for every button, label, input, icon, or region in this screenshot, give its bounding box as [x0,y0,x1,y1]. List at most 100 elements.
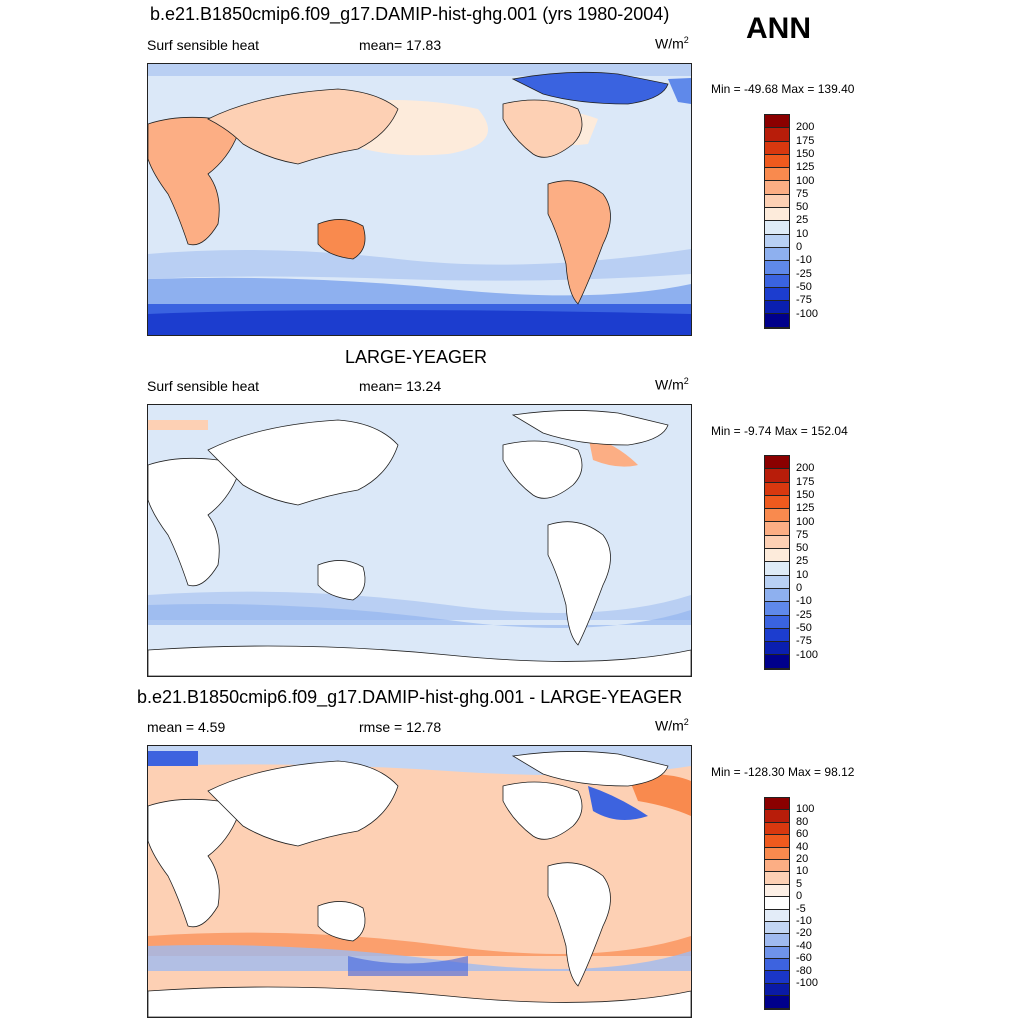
colorbar-tick-label: -50 [796,621,812,634]
panel-3-mean-label: mean = 4.59 [147,719,226,735]
colorbar-tick-label: 5 [796,877,803,890]
colorbar-tick-label: -80 [796,964,812,977]
panel-2-colorbar-swatches [764,455,790,670]
colorbar-swatch [765,909,789,922]
colorbar-swatch [765,835,789,848]
panel-3-title: b.e21.B1850cmip6.f09_g17.DAMIP-hist-ghg.… [137,687,683,707]
colorbar-swatch [765,247,789,262]
colorbar-swatch [765,522,789,536]
panel-3-rmse-label: rmse = 12.78 [359,719,442,735]
colorbar-swatch [765,946,789,960]
colorbar-tick-label: 150 [796,488,815,501]
colorbar-swatch [765,575,789,589]
colorbar-swatch [765,628,789,643]
panel-2-variable-label: Surf sensible heat [147,378,260,394]
colorbar-tick-label: -10 [796,915,812,927]
colorbar-tick-label: -75 [796,635,812,648]
colorbar-swatch [765,971,789,984]
colorbar-swatch [765,983,789,997]
colorbar-swatch [765,549,789,563]
colorbar-tick-label: 175 [796,134,815,147]
colorbar-swatch [765,921,789,935]
panel-1-units: W/m2 [655,35,689,52]
panel-3-colorbar-swatches [764,797,790,1010]
panel-3-minmax: Min = -128.30 Max = 98.12 [711,765,855,779]
colorbar-tick-label: 25 [796,555,809,568]
colorbar-swatch [765,141,789,155]
colorbar-tick-label: -40 [796,939,812,952]
panel-1-variable-label: Surf sensible heat [147,37,260,53]
colorbar-tick-label: 125 [796,161,815,174]
panel-2-minmax: Min = -9.74 Max = 152.04 [711,424,848,438]
colorbar-swatch [765,128,789,142]
colorbar-swatch [765,872,789,885]
colorbar-tick-label: -100 [796,977,819,989]
colorbar-swatch [765,208,789,222]
colorbar-tick-label: 175 [796,475,815,488]
colorbar-swatch [765,602,789,616]
colorbar-swatch [765,847,789,860]
colorbar-swatch [765,154,789,169]
panel-2-title: LARGE-YEAGER [345,347,488,367]
colorbar-tick-label: 100 [796,174,815,187]
colorbar-tick-label: -60 [796,952,812,965]
colorbar-tick-label: -10 [796,254,812,267]
colorbar-tick-label: 150 [796,147,815,160]
colorbar-swatch [765,221,789,235]
colorbar-tick-label: -25 [796,267,812,280]
colorbar-swatch [765,615,789,629]
colorbar-tick-label: 25 [796,214,809,227]
panel-2-mean-label: mean= 13.24 [359,378,442,394]
colorbar-tick-label: -50 [796,280,812,293]
colorbar-swatch [765,810,789,823]
colorbar-swatch [765,168,789,182]
panel-3-units: W/m2 [655,717,689,734]
colorbar-swatch [765,234,789,248]
colorbar-tick-label: 10 [796,568,809,581]
colorbar-tick-label: 0 [796,241,803,253]
panel-1-mean-label: mean= 17.83 [359,37,442,53]
colorbar-tick-label: 60 [796,828,809,841]
colorbar-tick-label: 0 [796,890,803,903]
colorbar-tick-label: 125 [796,502,815,515]
colorbar-swatch [765,482,789,496]
colorbar-swatch [765,194,789,209]
colorbar-swatch [765,469,789,483]
panel-2-map [147,404,692,677]
colorbar-tick-label: -20 [796,927,812,940]
panel-1-title: b.e21.B1850cmip6.f09_g17.DAMIP-hist-ghg.… [150,4,670,24]
colorbar-tick-label: 200 [796,121,815,134]
colorbar-tick-label: 40 [796,840,809,853]
colorbar-tick-label: -75 [796,294,812,307]
colorbar-tick-label: 80 [796,815,809,828]
colorbar-swatch [765,897,789,910]
colorbar-swatch [765,996,789,1009]
colorbar-swatch [765,655,789,669]
colorbar-tick-label: -25 [796,608,812,621]
colorbar-tick-label: 0 [796,582,803,594]
colorbar-swatch [765,274,789,288]
colorbar-tick-label: 10 [796,227,809,240]
colorbar-tick-label: 100 [796,515,815,528]
colorbar-swatch [765,261,789,275]
colorbar-tick-label: -100 [796,648,819,661]
colorbar-tick-label: 50 [796,542,809,555]
colorbar-swatch [765,509,789,523]
colorbar-swatch [765,934,789,947]
colorbar-swatch [765,456,789,470]
colorbar-swatch [765,959,789,972]
colorbar-tick-label: -100 [796,307,819,320]
colorbar-swatch [765,287,789,302]
colorbar-tick-label: 10 [796,865,809,878]
panel-1-minmax: Min = -49.68 Max = 139.40 [711,82,855,96]
colorbar-tick-label: -10 [796,595,812,608]
season-label: ANN [746,12,811,45]
colorbar-swatch [765,115,789,129]
colorbar-swatch [765,495,789,510]
colorbar-tick-label: 20 [796,853,809,865]
colorbar-swatch [765,301,789,315]
colorbar-swatch [765,798,789,811]
colorbar-tick-label: 75 [796,528,809,541]
colorbar-tick-label: 75 [796,187,809,200]
panel-3-map [147,745,692,1018]
